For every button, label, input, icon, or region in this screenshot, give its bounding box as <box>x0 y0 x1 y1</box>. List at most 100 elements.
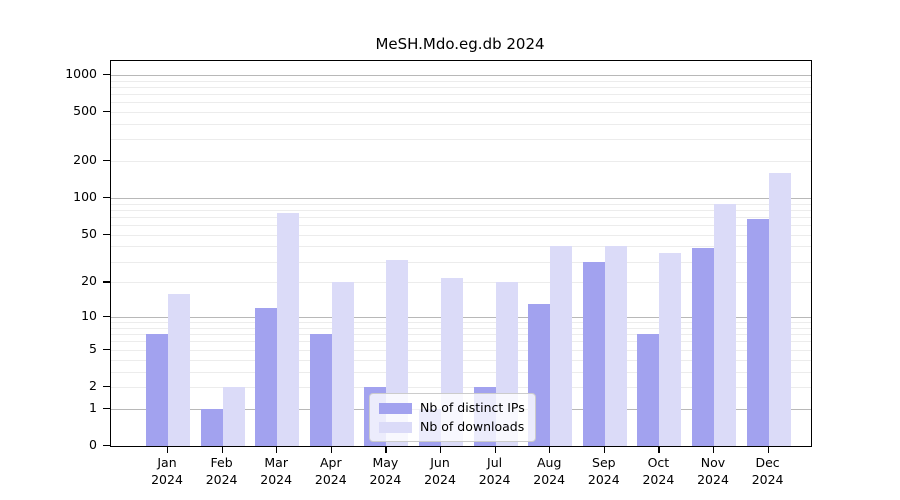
x-tick-year: 2024 <box>587 472 620 487</box>
y-tick-label: 20 <box>81 273 97 289</box>
x-tick-label-dec: Dec 2024 <box>741 454 795 488</box>
y-tick-mark <box>103 348 110 350</box>
minor-gridline <box>111 86 811 88</box>
x-tick-mark <box>767 446 769 453</box>
x-tick-year: 2024 <box>533 472 566 487</box>
major-gridline <box>111 74 811 76</box>
x-tick-mark <box>167 446 169 453</box>
y-tick-label: 0 <box>89 437 97 452</box>
bar-downloads-apr <box>331 282 354 446</box>
y-tick-mark <box>103 407 110 409</box>
bar-distinct-ips-dec <box>746 218 769 446</box>
y-tick-mark <box>103 281 110 283</box>
x-tick-label-jun: Jun 2024 <box>413 454 467 488</box>
y-tick-label: 50 <box>81 225 97 241</box>
x-tick-year: 2024 <box>424 472 456 487</box>
y-tick-mark <box>103 197 110 199</box>
x-tick-year: 2024 <box>151 472 183 487</box>
bar-downloads-dec <box>768 173 791 446</box>
x-tick-year: 2024 <box>314 472 347 487</box>
legend-row-downloads: Nb of downloads <box>379 420 525 434</box>
bar-downloads-feb <box>222 386 245 446</box>
minor-gridline <box>111 216 811 218</box>
x-tick-label-may: May 2024 <box>358 454 412 488</box>
x-tick-year: 2024 <box>478 472 511 487</box>
x-tick-year: 2024 <box>205 472 238 487</box>
x-tick-mark <box>494 446 496 453</box>
legend: Nb of distinct IPs Nb of downloads <box>369 393 536 442</box>
x-tick-year: 2024 <box>369 472 402 487</box>
bar-distinct-ips-mar <box>255 308 278 446</box>
y-tick-label: 1000 <box>65 65 97 81</box>
bar-distinct-ips-apr <box>309 334 332 446</box>
minor-gridline <box>111 203 811 205</box>
x-tick-label-mar: Mar 2024 <box>249 454 303 488</box>
x-tick-year: 2024 <box>260 472 293 487</box>
bar-downloads-jan <box>168 293 190 446</box>
x-tick-mark <box>713 446 715 453</box>
y-tick-mark <box>103 233 110 235</box>
major-gridline <box>111 198 811 200</box>
minor-gridline <box>111 225 811 227</box>
y-tick-mark <box>103 316 110 318</box>
bar-downloads-aug <box>550 246 573 446</box>
minor-gridline <box>111 80 811 82</box>
minor-gridline <box>111 246 811 248</box>
x-tick-label-nov: Nov 2024 <box>686 454 740 488</box>
minor-gridline <box>111 123 811 125</box>
chart-title: MeSH.Mdo.eg.db 2024 <box>375 35 545 53</box>
x-tick-mark <box>603 446 605 453</box>
x-tick-label-jan: Jan 2024 <box>140 454 194 488</box>
x-tick-mark <box>440 446 442 453</box>
y-tick-mark <box>103 445 110 447</box>
y-tick-label: 500 <box>73 103 97 119</box>
minor-gridline <box>111 234 811 236</box>
x-tick-label-feb: Feb 2024 <box>195 454 249 488</box>
x-tick-label-jul: Jul 2024 <box>468 454 522 488</box>
bar-distinct-ips-jan <box>146 334 168 446</box>
x-tick-mark <box>330 446 332 453</box>
plot-area: Nb of distinct IPs Nb of downloads <box>110 60 812 447</box>
y-tick-mark <box>103 111 110 113</box>
legend-row-distinct-ips: Nb of distinct IPs <box>379 401 525 415</box>
minor-gridline <box>111 102 811 104</box>
bar-distinct-ips-oct <box>637 334 660 446</box>
y-tick-label: 2 <box>89 377 97 393</box>
x-tick-year: 2024 <box>697 472 729 487</box>
y-tick-label: 1 <box>89 399 97 415</box>
x-tick-mark <box>549 446 551 453</box>
legend-label-downloads: Nb of downloads <box>420 419 525 434</box>
bar-downloads-oct <box>659 253 682 446</box>
legend-swatch-downloads-icon <box>379 421 412 433</box>
bar-downloads-nov <box>714 203 736 446</box>
x-tick-mark <box>276 446 278 453</box>
bar-downloads-sep <box>604 246 627 446</box>
minor-gridline <box>111 93 811 95</box>
bar-distinct-ips-feb <box>200 408 223 446</box>
x-tick-year: 2024 <box>751 472 784 487</box>
minor-gridline <box>111 209 811 211</box>
x-tick-mark <box>658 446 660 453</box>
minor-gridline <box>111 261 811 263</box>
bar-distinct-ips-sep <box>582 261 605 446</box>
y-tick-mark <box>103 160 110 162</box>
x-tick-label-aug: Aug 2024 <box>522 454 576 488</box>
x-tick-label-oct: Oct 2024 <box>631 454 685 488</box>
x-tick-mark <box>385 446 387 453</box>
minor-gridline <box>111 139 811 141</box>
legend-label-distinct-ips: Nb of distinct IPs <box>420 400 525 415</box>
y-tick-mark <box>103 73 110 76</box>
y-tick-label: 200 <box>73 152 97 168</box>
bar-downloads-mar <box>277 212 300 446</box>
y-tick-label: 100 <box>73 189 97 205</box>
x-tick-label-apr: Apr 2024 <box>304 454 358 488</box>
x-tick-label-sep: Sep 2024 <box>577 454 631 488</box>
x-tick-year: 2024 <box>642 472 675 487</box>
y-tick-label: 5 <box>89 340 97 356</box>
minor-gridline <box>111 161 811 163</box>
y-tick-label: 10 <box>81 308 97 324</box>
legend-swatch-distinct-ips-icon <box>379 402 412 414</box>
minor-gridline <box>111 112 811 114</box>
y-tick-mark <box>103 385 110 388</box>
